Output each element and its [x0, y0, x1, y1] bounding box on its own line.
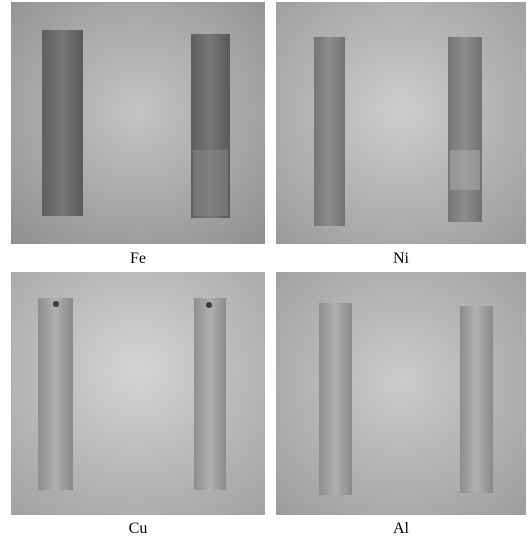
strip-shade — [193, 150, 228, 216]
sample-strip — [319, 303, 352, 495]
sample-strip — [448, 37, 482, 222]
sample-strip — [460, 306, 493, 493]
strip-shade — [450, 150, 480, 190]
photo-al — [276, 272, 526, 515]
panel-label: Ni — [393, 250, 410, 267]
photo-ni — [276, 2, 526, 244]
photo-background — [276, 2, 526, 244]
panel-label: Fe — [130, 250, 146, 267]
panel-label: Cu — [129, 520, 148, 537]
sample-strip — [38, 298, 73, 490]
strip-hole — [206, 302, 212, 308]
photo-cu — [11, 272, 265, 515]
sample-strip — [42, 30, 83, 216]
sample-strip — [314, 37, 345, 226]
strip-hole — [53, 301, 59, 307]
sample-strip — [194, 298, 226, 490]
photo-fe — [11, 2, 265, 244]
panel-label: Al — [393, 520, 410, 537]
